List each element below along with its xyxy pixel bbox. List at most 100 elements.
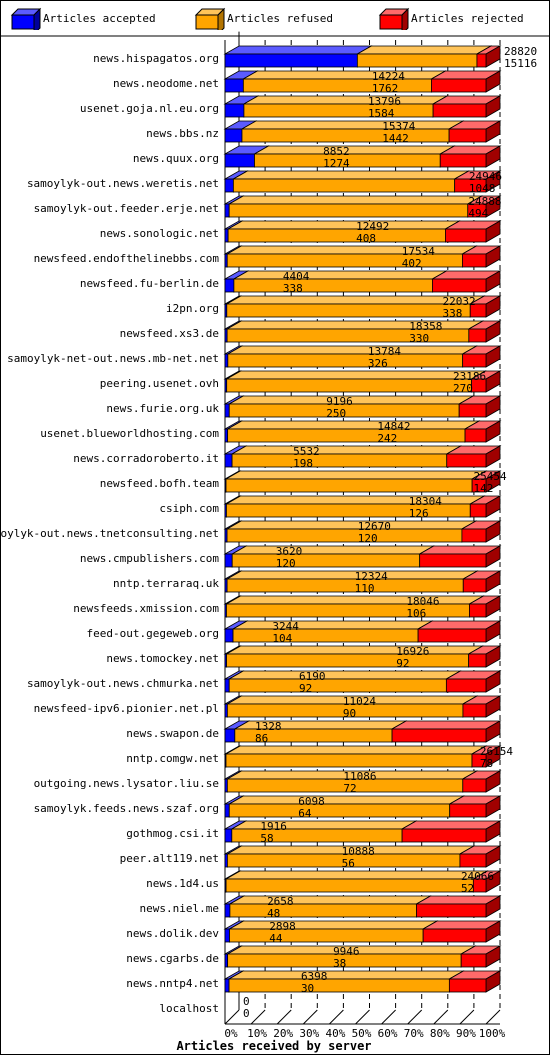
- bar-segment-refused: [226, 578, 464, 593]
- data-label-total: 2658: [267, 895, 294, 908]
- bar-segment-rejected: [462, 578, 487, 593]
- bar-segment-refused: [227, 353, 464, 368]
- data-label-total: 28820: [504, 45, 537, 58]
- bar-segment-accepted: [224, 353, 229, 368]
- y-category-label: samoylyk-out.news.weretis.net: [27, 177, 219, 190]
- data-label-rejected: 72: [343, 782, 356, 795]
- bar-segment-accepted: [224, 728, 236, 743]
- bar-segment-accepted-top: [223, 45, 373, 55]
- bar-segment-rejected: [464, 428, 487, 443]
- bar-segment-refused: [226, 378, 472, 393]
- bar-segment-refused-top: [225, 645, 485, 655]
- data-label-total: 15374: [382, 120, 415, 133]
- data-label-total: 13784: [368, 345, 401, 358]
- data-label-rejected: 242: [377, 432, 397, 445]
- y-category-label: news.swapon.de: [126, 727, 219, 740]
- bar-segment-accepted: [224, 928, 230, 943]
- bar-segment-refused: [231, 453, 448, 468]
- data-label-total: 10888: [342, 845, 375, 858]
- bar-segment-refused-top: [225, 320, 485, 330]
- y-category-label: news.furie.org.uk: [106, 402, 219, 415]
- grid-depth-line: [302, 1009, 318, 1025]
- y-category-label: newsfeed-ipv6.pionier.net.pl: [34, 702, 219, 715]
- bar-segment-refused: [226, 303, 471, 318]
- y-category-label: news.hispagatos.org: [93, 52, 219, 65]
- bar-segment-accepted: [224, 978, 230, 993]
- y-category-label: csiph.com: [159, 502, 219, 515]
- x-tick-label: 60%: [378, 1027, 398, 1040]
- data-label-total: 13796: [368, 95, 401, 108]
- bar-segment-rejected: [432, 103, 487, 118]
- data-label-rejected: 92: [396, 657, 409, 670]
- grid-depth-line: [355, 1009, 370, 1025]
- bar-segment-refused-top: [224, 745, 488, 755]
- bar-segment-refused-top: [227, 970, 465, 980]
- bar-row: localhost 00: [159, 995, 249, 1020]
- bar-segment-rejected: [472, 878, 487, 893]
- y-category-label: nntp.terraraq.uk: [113, 577, 219, 590]
- bar-segment-rejected: [462, 778, 487, 793]
- data-label-total: 11024: [343, 695, 376, 708]
- y-category-label: samoylyk-out.feeder.erje.net: [34, 202, 219, 215]
- bar-segment-rejected: [445, 678, 487, 693]
- bar-segment-refused-top: [227, 670, 462, 680]
- data-label-rejected: 1442: [382, 132, 409, 145]
- y-category-label: samoylyk-net-out.news.mb-net.net: [7, 352, 219, 365]
- y-category-label: newsfeed.fu-berlin.de: [80, 277, 219, 290]
- legend-swatch-rejected: [378, 7, 410, 30]
- bar-segment-rejected: [439, 153, 487, 168]
- data-label-rejected: 338: [443, 307, 463, 320]
- data-label-rejected: 15116: [504, 57, 537, 70]
- data-label-rejected: 104: [272, 632, 292, 645]
- legend-label-refused: Articles refused: [227, 12, 333, 25]
- bar-segment-rejected: [449, 803, 487, 818]
- bar-segment-rejected: [416, 903, 487, 918]
- data-label-rejected: 142: [474, 482, 494, 495]
- bar-segment-accepted: [224, 53, 358, 68]
- data-label-rejected: 250: [326, 407, 346, 420]
- data-label-total: 16926: [396, 645, 429, 658]
- bar-segment-accepted: [224, 203, 230, 218]
- data-label-rejected: 326: [368, 357, 388, 370]
- bar-segment-rejected-top: [390, 720, 502, 730]
- bar-segment-refused: [227, 228, 446, 243]
- bar-segment-refused-top: [226, 345, 479, 355]
- data-label-total: 18304: [409, 495, 442, 508]
- data-label-total: 3620: [276, 545, 303, 558]
- bar-segment-refused-top: [224, 595, 485, 605]
- data-label-rejected: 90: [343, 707, 356, 720]
- bar-segment-refused: [356, 53, 478, 68]
- bar-segment-refused: [225, 753, 473, 768]
- grid-depth-line: [485, 1009, 501, 1025]
- data-label-total: 24888: [468, 195, 501, 208]
- data-label-rejected: 0: [243, 1007, 250, 1020]
- bar-segment-rejected: [445, 228, 487, 243]
- grid-depth-line: [224, 1009, 240, 1025]
- data-label-total: 14224: [372, 70, 405, 83]
- data-label-total: 18358: [409, 320, 442, 333]
- data-label-total: 25454: [474, 470, 507, 483]
- bar-segment-refused-top: [225, 520, 478, 530]
- y-category-label: samoylyk.feeds.news.szaf.org: [34, 802, 219, 815]
- y-category-label: news.neodome.net: [113, 77, 219, 90]
- y-category-label: newsfeeds.xmission.com: [73, 602, 219, 615]
- bar-segment-refused-top: [231, 170, 471, 180]
- data-label-rejected: 1762: [372, 82, 399, 95]
- y-category-label: news.cmpublishers.com: [80, 552, 219, 565]
- bar-segment-refused-top: [231, 620, 434, 630]
- bar-segment-rejected: [471, 753, 487, 768]
